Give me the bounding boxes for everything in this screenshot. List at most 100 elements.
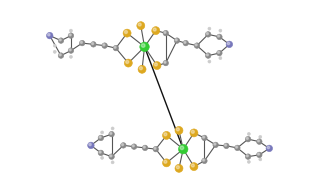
Circle shape xyxy=(153,28,156,31)
Circle shape xyxy=(153,62,161,70)
Circle shape xyxy=(124,59,132,67)
Circle shape xyxy=(110,132,112,134)
Circle shape xyxy=(125,31,128,33)
Circle shape xyxy=(122,144,124,146)
Circle shape xyxy=(142,145,148,151)
Circle shape xyxy=(195,44,197,46)
Circle shape xyxy=(191,130,194,133)
Circle shape xyxy=(163,132,170,139)
Circle shape xyxy=(152,27,160,35)
Circle shape xyxy=(246,137,248,140)
Circle shape xyxy=(203,159,205,161)
Circle shape xyxy=(219,57,222,60)
Circle shape xyxy=(175,126,183,134)
Circle shape xyxy=(138,65,146,73)
Circle shape xyxy=(59,39,61,41)
Circle shape xyxy=(88,142,94,149)
Circle shape xyxy=(79,40,85,46)
Circle shape xyxy=(164,61,166,63)
Circle shape xyxy=(202,158,207,164)
Circle shape xyxy=(174,38,180,43)
Circle shape xyxy=(234,145,240,151)
Circle shape xyxy=(226,41,232,48)
Circle shape xyxy=(205,32,211,37)
Circle shape xyxy=(99,136,101,138)
Circle shape xyxy=(164,160,167,163)
Circle shape xyxy=(138,23,141,26)
Circle shape xyxy=(58,38,64,43)
Circle shape xyxy=(194,43,200,48)
Circle shape xyxy=(101,131,104,134)
Circle shape xyxy=(205,53,211,58)
Circle shape xyxy=(69,49,71,51)
Circle shape xyxy=(184,41,186,43)
Circle shape xyxy=(259,158,262,161)
Circle shape xyxy=(257,152,262,158)
Circle shape xyxy=(80,41,82,43)
Circle shape xyxy=(258,140,260,142)
Circle shape xyxy=(190,129,198,137)
Circle shape xyxy=(224,143,229,149)
Circle shape xyxy=(46,32,53,39)
Circle shape xyxy=(163,30,168,36)
Circle shape xyxy=(114,46,116,48)
Circle shape xyxy=(246,155,248,157)
Circle shape xyxy=(190,163,198,171)
Circle shape xyxy=(217,51,220,53)
Circle shape xyxy=(101,156,104,159)
Circle shape xyxy=(69,55,72,58)
Circle shape xyxy=(180,146,184,150)
Circle shape xyxy=(206,54,208,56)
Circle shape xyxy=(176,128,179,131)
Circle shape xyxy=(132,145,134,147)
Circle shape xyxy=(68,33,74,38)
Circle shape xyxy=(123,29,131,37)
Circle shape xyxy=(217,50,222,56)
Circle shape xyxy=(98,135,104,141)
Circle shape xyxy=(219,29,222,32)
Circle shape xyxy=(245,136,251,142)
Circle shape xyxy=(91,42,96,47)
Circle shape xyxy=(213,142,218,148)
Circle shape xyxy=(89,143,91,146)
Circle shape xyxy=(99,151,101,153)
Circle shape xyxy=(217,35,220,37)
Circle shape xyxy=(58,53,64,58)
Circle shape xyxy=(178,144,188,154)
Circle shape xyxy=(109,154,114,159)
Circle shape xyxy=(68,48,74,53)
Circle shape xyxy=(258,153,260,155)
Circle shape xyxy=(69,29,72,32)
Circle shape xyxy=(110,155,112,157)
Circle shape xyxy=(245,154,251,159)
Circle shape xyxy=(235,146,237,148)
Circle shape xyxy=(113,45,119,51)
Circle shape xyxy=(247,132,250,135)
Circle shape xyxy=(208,60,211,63)
Circle shape xyxy=(224,144,227,146)
Circle shape xyxy=(111,161,114,164)
Circle shape xyxy=(175,164,183,172)
Circle shape xyxy=(53,50,56,53)
Circle shape xyxy=(266,145,273,152)
Circle shape xyxy=(69,34,71,36)
Circle shape xyxy=(217,34,222,40)
Circle shape xyxy=(154,147,156,149)
Circle shape xyxy=(111,127,114,130)
Circle shape xyxy=(176,166,179,169)
Circle shape xyxy=(164,31,166,33)
Circle shape xyxy=(163,60,168,66)
Circle shape xyxy=(163,159,170,167)
Circle shape xyxy=(109,132,114,137)
Circle shape xyxy=(206,33,208,35)
Circle shape xyxy=(208,27,211,30)
Circle shape xyxy=(59,54,61,56)
Circle shape xyxy=(141,44,145,47)
Circle shape xyxy=(139,67,143,70)
Circle shape xyxy=(259,135,262,138)
Circle shape xyxy=(267,146,270,149)
Circle shape xyxy=(191,164,194,167)
Circle shape xyxy=(102,43,107,48)
Circle shape xyxy=(153,146,159,152)
Circle shape xyxy=(247,160,250,163)
